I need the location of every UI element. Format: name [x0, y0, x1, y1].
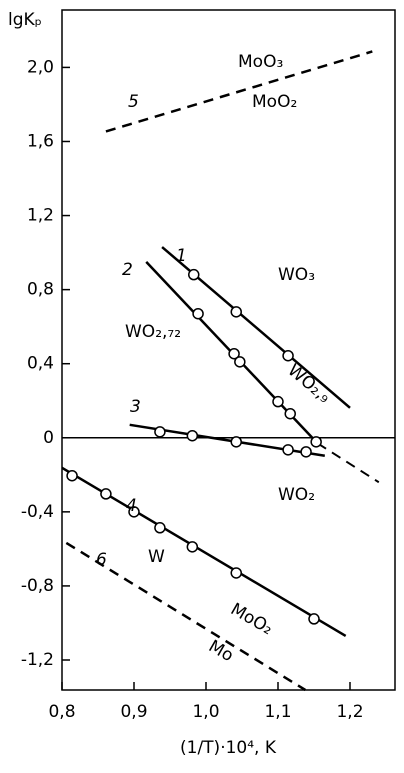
series-label: 1	[176, 246, 187, 266]
data-point	[186, 541, 199, 553]
data-point	[154, 522, 166, 534]
data-point	[230, 306, 242, 318]
plot-frame	[61, 9, 396, 691]
region-label: MoO₂	[252, 92, 297, 112]
y-tick-label: -0,4	[21, 502, 54, 522]
fit-line	[105, 50, 373, 133]
region-label: WO₂,₇₂	[125, 322, 181, 342]
y-tick-label: -1,2	[21, 650, 54, 670]
x-tick-label: 1,1	[264, 702, 291, 722]
data-point	[308, 613, 320, 625]
x-tick-label: 1,2	[336, 702, 363, 722]
data-point	[230, 436, 242, 448]
data-point	[282, 349, 294, 362]
data-point	[188, 268, 200, 281]
data-point	[272, 395, 284, 408]
data-point	[284, 407, 296, 420]
series-label: 6	[96, 550, 107, 570]
data-point	[300, 446, 312, 458]
y-tick-label: 0,8	[27, 280, 54, 300]
region-label: WO₂,₉	[284, 360, 335, 407]
data-point	[192, 307, 204, 320]
data-point	[100, 488, 112, 500]
region-label: Mo	[205, 636, 237, 666]
series-label: 5	[128, 92, 139, 112]
data-point	[154, 426, 166, 438]
data-point	[230, 567, 242, 579]
y-axis-title: lgKₚ	[8, 10, 42, 30]
region-label: W	[148, 547, 165, 567]
series-label: 4	[126, 496, 137, 516]
x-tick-label: 0,9	[120, 702, 147, 722]
region-label: MoO₂	[227, 599, 276, 639]
data-point	[282, 444, 294, 456]
extrapolation-line	[317, 442, 380, 484]
region-label: MoO₃	[238, 52, 283, 72]
x-tick-label: 0,8	[48, 702, 75, 722]
data-point	[228, 347, 240, 360]
y-tick-label: 1,2	[27, 206, 54, 226]
data-point	[234, 356, 246, 368]
region-label: WO₂	[278, 485, 315, 505]
data-point	[186, 429, 199, 442]
y-tick-label: 2,0	[27, 57, 54, 77]
series-label: 2	[122, 260, 133, 280]
y-tick-label: 0	[43, 428, 54, 448]
data-point	[66, 469, 78, 482]
x-tick-label: 1,0	[192, 702, 219, 722]
region-label: WO₃	[278, 265, 315, 285]
series-label: 3	[130, 397, 141, 417]
data-point	[310, 436, 322, 448]
y-tick-label: 0,4	[27, 354, 54, 374]
data-point	[128, 506, 140, 518]
x-axis-title: (1/T)·10⁴, K	[180, 738, 277, 758]
y-tick-label: 1,6	[27, 131, 54, 151]
y-tick-label: -0,8	[21, 576, 54, 596]
fit-line	[65, 541, 307, 692]
